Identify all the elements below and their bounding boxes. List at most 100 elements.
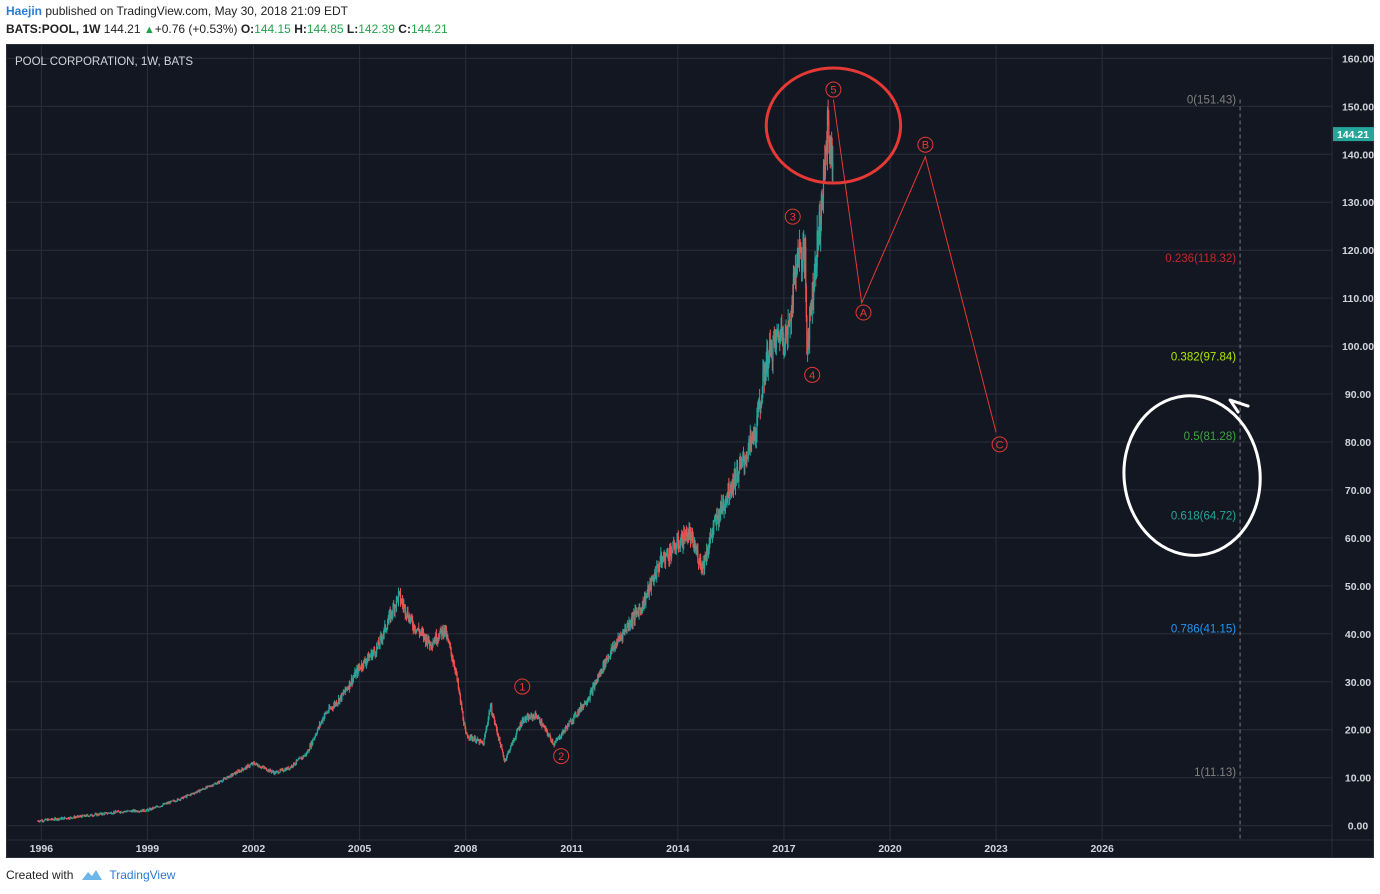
candle-body	[314, 737, 316, 739]
candle-body	[130, 810, 132, 812]
candle-body	[384, 624, 387, 631]
candle-body	[297, 759, 299, 761]
candle-body	[648, 585, 650, 594]
candle-body	[253, 762, 255, 765]
candle-body	[662, 558, 664, 560]
x-tick-label: 1999	[136, 843, 160, 855]
candle-body	[93, 814, 96, 816]
candle-body	[105, 812, 107, 814]
candle-body	[333, 702, 336, 706]
candle-body	[468, 737, 470, 739]
candle-body	[369, 656, 371, 658]
candle-body	[422, 631, 424, 633]
candle-body	[551, 740, 553, 742]
candle-body	[376, 646, 378, 655]
candle-body	[416, 629, 418, 630]
candle-body	[114, 811, 116, 814]
candle-body	[777, 331, 779, 335]
candle-body	[721, 508, 723, 512]
fib-level-label: 0.786(41.15)	[1171, 623, 1236, 635]
candle-body	[451, 658, 454, 660]
candle-body	[707, 549, 710, 552]
candle-body	[712, 527, 714, 531]
candle-body	[443, 625, 446, 633]
candle-body	[550, 739, 552, 742]
candle-body	[167, 802, 170, 804]
candle-body	[92, 815, 94, 817]
candle-body	[316, 733, 318, 735]
candle-body	[685, 529, 687, 541]
candle-body	[720, 501, 722, 509]
candle-body	[494, 722, 496, 724]
close-value: 144.21	[410, 22, 448, 36]
candle-body	[508, 750, 510, 752]
chart-frame	[6, 44, 1374, 858]
candle-body	[577, 710, 579, 715]
elliott-wave-annotations[interactable]: 1 2 3 4 5 A B C	[514, 66, 1268, 765]
candle-body	[337, 702, 339, 704]
candle-body	[465, 732, 467, 734]
candle-body	[528, 715, 530, 721]
candle-body	[691, 534, 694, 536]
candle-body	[648, 585, 650, 594]
candle-body	[304, 754, 306, 756]
candle-body	[203, 788, 205, 790]
candle-body	[536, 717, 538, 719]
candle-body	[639, 608, 642, 611]
candle-body	[726, 495, 729, 499]
candle-body	[425, 636, 427, 643]
candle-body	[582, 704, 584, 709]
candle-body	[385, 629, 387, 631]
candle-body	[372, 651, 374, 654]
candle-body	[480, 740, 482, 742]
candle-body	[769, 340, 771, 351]
candle-body	[378, 645, 380, 647]
candle-body	[734, 471, 736, 485]
candle-body	[558, 736, 561, 739]
candle-body	[370, 651, 372, 657]
candle-body	[199, 790, 201, 792]
price-chart[interactable]: 0(151.43) 0.236(118.32) 0.382(97.84) 0.5(81…	[6, 44, 1374, 858]
candle-body	[769, 340, 771, 350]
tradingview-link[interactable]: TradingView	[81, 868, 175, 882]
candle-body	[507, 752, 509, 754]
candle-body	[613, 646, 615, 649]
candle-body	[576, 714, 578, 716]
candle-body	[331, 707, 333, 709]
candle-body	[103, 813, 105, 815]
candle-body	[666, 550, 669, 555]
candle-body	[310, 744, 312, 748]
candle-body	[489, 705, 492, 712]
candle-body	[59, 818, 61, 820]
candle-body	[223, 778, 225, 780]
candle-body	[573, 713, 576, 716]
candle-body	[274, 771, 276, 774]
candle-body	[407, 618, 410, 622]
candle-body	[527, 715, 529, 721]
candle-body	[658, 565, 661, 571]
candle-body	[766, 347, 769, 370]
candle-body	[535, 713, 537, 716]
candle-body	[742, 455, 745, 461]
candle-body	[491, 705, 493, 715]
candle-body	[455, 671, 457, 673]
candle-body	[57, 818, 59, 820]
candle-body	[554, 742, 556, 746]
candle-body	[184, 796, 186, 798]
candle-body	[584, 701, 586, 705]
tradingview-logo-icon	[82, 870, 103, 880]
candle-body	[325, 712, 327, 714]
fibonacci-retracement[interactable]: 0(151.43) 0.236(118.32) 0.382(97.84) 0.5(81…	[1165, 94, 1241, 840]
author-link[interactable]: Haejin	[6, 4, 43, 18]
candle-body	[511, 743, 513, 746]
wave-label-4: 4	[809, 370, 815, 382]
candle-body	[78, 815, 80, 817]
candle-body	[618, 637, 620, 638]
candle-body	[803, 243, 805, 247]
candle-body	[705, 550, 708, 561]
candle-body	[336, 703, 338, 705]
candle-body	[561, 732, 563, 735]
candle-body	[618, 637, 621, 639]
candle-body	[399, 592, 402, 603]
candle-body	[212, 785, 214, 786]
